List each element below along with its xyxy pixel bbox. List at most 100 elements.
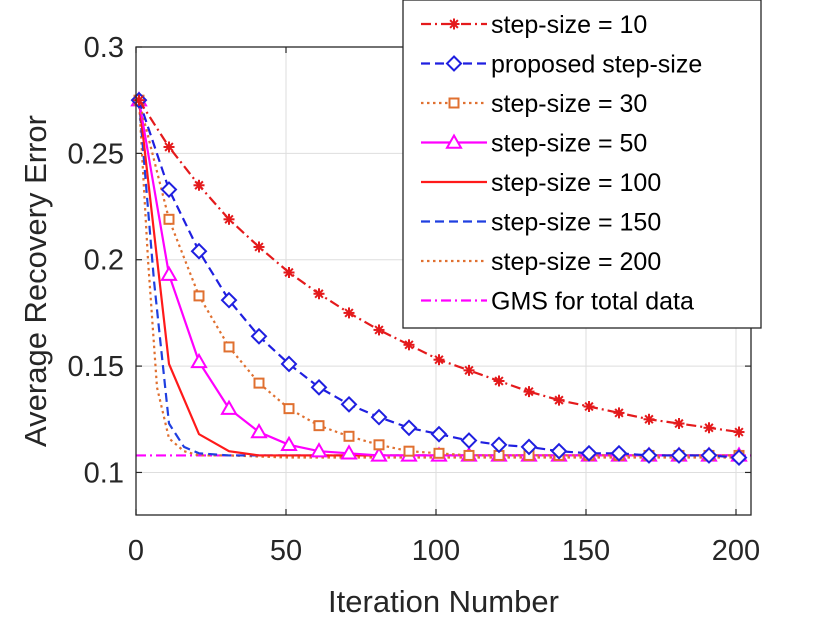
data-point-diamond bbox=[460, 432, 478, 449]
legend-label: step-size = 150 bbox=[491, 209, 661, 237]
series-1 bbox=[133, 94, 745, 438]
data-point-asterisk bbox=[553, 394, 565, 406]
data-point-triangle bbox=[160, 265, 178, 281]
data-point-asterisk bbox=[448, 18, 460, 30]
legend-item: step-size = 150 bbox=[421, 209, 661, 237]
series-6 bbox=[137, 100, 739, 457]
y-tick-label: 0.3 bbox=[84, 32, 124, 64]
y-tick-label: 0.25 bbox=[68, 138, 124, 170]
x-tick-label: 50 bbox=[270, 535, 302, 567]
legend-label: step-size = 30 bbox=[491, 90, 647, 118]
data-point-asterisk bbox=[613, 407, 625, 419]
data-point-asterisk bbox=[433, 354, 445, 366]
data-point-diamond bbox=[520, 438, 538, 456]
data-point-diamond bbox=[730, 449, 748, 466]
data-point-asterisk bbox=[403, 339, 415, 351]
data-point-asterisk bbox=[253, 241, 265, 253]
data-point-asterisk bbox=[523, 386, 535, 398]
series-lines bbox=[130, 91, 751, 466]
x-tick-label: 200 bbox=[712, 535, 760, 567]
data-point-triangle bbox=[220, 399, 238, 415]
data-point-square bbox=[313, 420, 325, 432]
data-point-diamond bbox=[190, 242, 208, 260]
y-tick-label: 0.2 bbox=[84, 245, 124, 277]
data-point-triangle bbox=[250, 423, 268, 439]
data-point-diamond bbox=[610, 444, 628, 462]
data-point-asterisk bbox=[373, 324, 385, 336]
data-point-diamond bbox=[250, 327, 268, 345]
data-point-triangle bbox=[340, 444, 358, 460]
data-point-square bbox=[193, 290, 205, 302]
y-tick-label: 0.15 bbox=[68, 351, 124, 383]
data-point-diamond bbox=[370, 408, 388, 426]
data-point-square bbox=[448, 97, 460, 109]
data-point-diamond bbox=[310, 378, 328, 396]
x-tick-label: 100 bbox=[412, 535, 460, 567]
x-tick-label: 150 bbox=[562, 535, 610, 567]
legend-item: step-size = 100 bbox=[421, 169, 661, 197]
legend: step-size = 10 proposed step-size step-siz… bbox=[402, 0, 762, 329]
legend-label: step-size = 10 bbox=[491, 11, 647, 39]
data-point-diamond bbox=[550, 442, 568, 460]
y-tick-label: 0.1 bbox=[84, 457, 124, 489]
data-point-diamond bbox=[490, 436, 508, 454]
data-point-asterisk bbox=[463, 364, 475, 376]
data-point-square bbox=[283, 403, 295, 415]
data-point-diamond bbox=[700, 447, 718, 464]
data-point-asterisk bbox=[133, 94, 145, 106]
data-point-asterisk bbox=[733, 426, 745, 438]
data-point-asterisk bbox=[583, 401, 595, 413]
data-point-diamond bbox=[340, 395, 358, 413]
data-point-square bbox=[343, 430, 355, 442]
data-point-diamond bbox=[580, 444, 598, 462]
data-point-triangle bbox=[310, 442, 328, 458]
data-point-asterisk bbox=[313, 288, 325, 300]
series-line bbox=[137, 100, 739, 457]
data-point-square bbox=[373, 439, 385, 451]
legend-label: step-size = 100 bbox=[491, 169, 661, 197]
data-point-asterisk bbox=[223, 213, 235, 225]
x-tick-label: 0 bbox=[128, 535, 144, 567]
legend-item: step-size = 10 bbox=[421, 11, 647, 39]
data-point-square bbox=[223, 341, 235, 353]
data-point-asterisk bbox=[703, 422, 715, 434]
data-point-triangle bbox=[280, 435, 298, 452]
legend-label: GMS for total data bbox=[491, 288, 694, 316]
data-point-diamond bbox=[400, 419, 418, 437]
data-point-square bbox=[253, 377, 265, 389]
data-point-triangle bbox=[190, 352, 208, 369]
data-point-square bbox=[433, 447, 445, 459]
legend-item: step-size = 30 bbox=[421, 90, 647, 118]
data-point-diamond bbox=[670, 447, 688, 464]
data-point-diamond bbox=[445, 55, 463, 72]
data-point-asterisk bbox=[283, 266, 295, 278]
data-point-diamond bbox=[640, 447, 658, 464]
data-point-asterisk bbox=[193, 179, 205, 191]
legend-item: GMS for total data bbox=[421, 288, 694, 316]
data-point-triangle bbox=[370, 446, 388, 462]
data-point-triangle bbox=[445, 133, 463, 149]
data-point-diamond bbox=[160, 181, 178, 198]
data-point-diamond bbox=[280, 355, 298, 373]
data-point-asterisk bbox=[643, 413, 655, 425]
data-point-square bbox=[463, 449, 475, 461]
data-point-asterisk bbox=[493, 375, 505, 387]
legend-box bbox=[402, 0, 762, 329]
data-point-asterisk bbox=[163, 141, 175, 153]
legend-item: step-size = 200 bbox=[421, 248, 661, 276]
data-point-square bbox=[403, 445, 415, 457]
legend-label: step-size = 50 bbox=[491, 130, 647, 158]
legend-item: proposed step-size bbox=[421, 51, 702, 79]
data-point-asterisk bbox=[673, 418, 685, 430]
x-axis-label: Iteration Number bbox=[328, 584, 559, 619]
series-line bbox=[137, 99, 740, 459]
legend-label: step-size = 200 bbox=[491, 248, 661, 276]
data-point-square bbox=[163, 213, 175, 225]
series-2 bbox=[130, 91, 748, 466]
legend-label: proposed step-size bbox=[491, 51, 702, 79]
y-axis-label: Average Recovery Error bbox=[18, 115, 53, 447]
legend-item: step-size = 50 bbox=[421, 130, 647, 158]
data-point-asterisk bbox=[343, 307, 355, 319]
data-point-diamond bbox=[220, 291, 238, 309]
